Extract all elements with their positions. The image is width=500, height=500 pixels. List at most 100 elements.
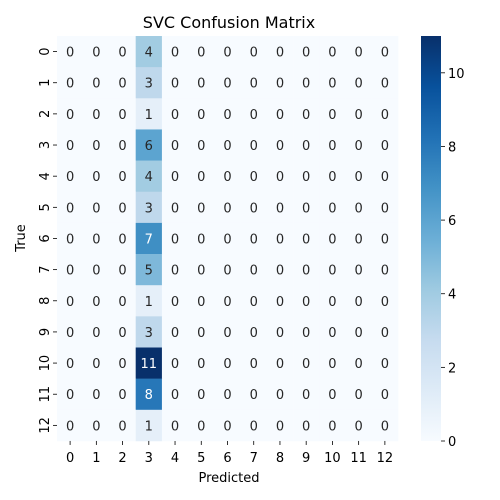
cell-value-label: 0 xyxy=(328,139,336,154)
cell-value-label: 0 xyxy=(355,170,363,185)
cell-value-label: 0 xyxy=(276,77,284,92)
heatmap-cell xyxy=(371,285,399,317)
heatmap-cell xyxy=(135,254,163,286)
heatmap-cell xyxy=(371,222,399,255)
heatmap-cell xyxy=(161,36,189,68)
heatmap-cell xyxy=(161,98,189,130)
cell-value-label: 0 xyxy=(171,139,179,154)
heatmap-cell xyxy=(214,316,241,348)
colorbar-ticks: 0 2 4 6 8 10 xyxy=(441,67,465,450)
heatmap-cell xyxy=(57,98,84,130)
cell-value-label: 0 xyxy=(171,388,179,403)
heatmap-cell xyxy=(83,409,110,442)
heatmap-cell xyxy=(109,254,136,286)
cell-value-label: 0 xyxy=(355,201,363,216)
heatmap-cell xyxy=(293,222,320,255)
cell-value-label: 0 xyxy=(276,388,284,403)
cell-value-label: 3 xyxy=(145,326,153,341)
x-tick-label: 12 xyxy=(377,451,394,466)
cell-value-label: 0 xyxy=(302,170,310,185)
cell-value-label: 0 xyxy=(171,170,179,185)
cell-value-label: 0 xyxy=(66,46,74,61)
colorbar-tick-label: 6 xyxy=(448,214,456,229)
cell-value-label: 0 xyxy=(250,170,258,185)
heatmap-cell xyxy=(188,36,215,68)
heatmap-cell xyxy=(188,347,215,379)
heatmap-cell xyxy=(266,347,294,379)
heatmap-cell xyxy=(135,67,163,99)
cell-value-label: 0 xyxy=(223,295,231,310)
cell-value-label: 0 xyxy=(250,108,258,123)
heatmap-cell xyxy=(109,378,136,411)
cell-value-label: 0 xyxy=(197,357,205,372)
y-tick-label: 1 xyxy=(38,79,53,87)
cell-value-label: 3 xyxy=(145,77,153,92)
cell-value-label: 0 xyxy=(276,419,284,434)
heatmap-cell xyxy=(109,285,136,317)
y-tick-label: 3 xyxy=(38,141,53,149)
heatmap-cell xyxy=(57,67,84,99)
heatmap-cell xyxy=(319,347,346,379)
cell-value-label: 0 xyxy=(381,232,389,247)
heatmap-cell xyxy=(371,98,399,130)
cell-value-label: 0 xyxy=(66,326,74,341)
heatmap-cell xyxy=(135,285,163,317)
heatmap-cell xyxy=(161,409,189,442)
heatmap-cell xyxy=(188,378,215,411)
cell-value-label: 0 xyxy=(223,388,231,403)
cell-value-label: 0 xyxy=(92,201,100,216)
heatmap-cell xyxy=(57,254,84,286)
heatmap-cell xyxy=(371,129,399,161)
heatmap-cell xyxy=(293,191,320,224)
cell-value-label: 0 xyxy=(66,201,74,216)
heatmap-cell xyxy=(240,160,268,193)
heatmap-cell xyxy=(161,316,189,348)
heatmap-cell xyxy=(240,254,268,286)
heatmap-cell xyxy=(214,378,241,411)
cell-value-label: 0 xyxy=(381,357,389,372)
heatmap-cell xyxy=(266,409,294,442)
heatmap-cell xyxy=(240,191,268,224)
cell-value-label: 0 xyxy=(171,295,179,310)
cell-value-label: 0 xyxy=(118,170,126,185)
cell-value-label: 0 xyxy=(302,357,310,372)
cell-value-label: 5 xyxy=(145,264,153,279)
cell-value-label: 0 xyxy=(223,170,231,185)
cell-value-label: 0 xyxy=(197,388,205,403)
cell-value-label: 0 xyxy=(250,77,258,92)
cell-value-label: 0 xyxy=(197,46,205,61)
cell-value-label: 0 xyxy=(302,232,310,247)
heatmap-cell xyxy=(57,378,84,411)
heatmap-cell xyxy=(83,347,110,379)
heatmap-cell xyxy=(161,254,189,286)
heatmap-cell xyxy=(266,67,294,99)
heatmap-cell xyxy=(83,67,110,99)
heatmap-cell xyxy=(83,160,110,193)
heatmap-cell xyxy=(293,160,320,193)
heatmap-cell xyxy=(319,316,346,348)
heatmap-cell xyxy=(266,36,294,68)
cell-value-label: 0 xyxy=(328,264,336,279)
cell-value-label: 0 xyxy=(355,46,363,61)
cell-value-label: 0 xyxy=(118,295,126,310)
heatmap-cell xyxy=(135,409,163,442)
heatmap-cell xyxy=(161,285,189,317)
heatmap-cell xyxy=(188,285,215,317)
cell-value-label: 0 xyxy=(328,388,336,403)
heatmap-cell xyxy=(188,98,215,130)
cell-value-label: 0 xyxy=(171,232,179,247)
cell-value-label: 0 xyxy=(250,139,258,154)
heatmap-cell xyxy=(83,316,110,348)
heatmap-cell xyxy=(319,129,346,161)
heatmap-cell xyxy=(293,285,320,317)
cell-value-label: 0 xyxy=(276,201,284,216)
cell-value-label: 0 xyxy=(276,326,284,341)
heatmap-cell xyxy=(319,98,346,130)
cell-value-label: 0 xyxy=(302,77,310,92)
x-tick-label: 10 xyxy=(324,451,341,466)
cell-value-label: 0 xyxy=(66,170,74,185)
cell-value-label: 0 xyxy=(381,419,389,434)
heatmap-cell xyxy=(214,222,241,255)
